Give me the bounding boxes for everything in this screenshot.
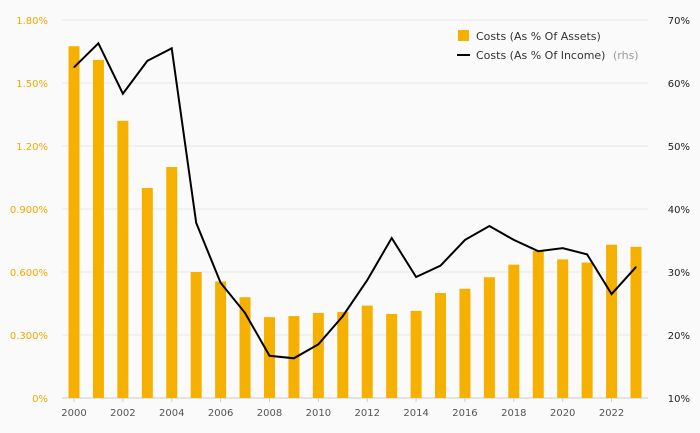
line-point [488,225,490,227]
left-tick-label: 1.80% [16,16,48,27]
left-axis-ticks: 0% 0.300% 0.600% 0.900% 1.20% 1.50% 1.80% [10,16,48,405]
line-point [415,276,417,278]
legend-label-line-suffix: (rhs) [613,49,639,62]
line-point [244,312,246,314]
left-tick-label: 0% [32,394,48,405]
line-series-costs-income [73,41,637,360]
line-point [220,282,222,284]
bar [361,305,373,398]
line-point [537,250,539,252]
line-point [195,222,197,224]
legend-label-line-name: Costs (As % Of Income) [476,49,605,62]
line-point [342,315,344,317]
line-point [562,247,564,249]
legend-label-line: Costs (As % Of Income) (rhs) [476,49,639,62]
line-point [464,239,466,241]
x-tick-label: 2012 [354,408,379,419]
left-tick-label: 0.300% [10,331,48,342]
legend-swatch-bar [458,30,469,41]
x-tick-label: 2020 [550,408,575,419]
bar [557,259,569,398]
right-tick-label: 10% [668,394,690,405]
bar [141,188,153,398]
bar [92,59,104,399]
x-tick-label: 2010 [306,408,331,419]
bar [190,272,202,398]
bars-series-costs-assets [68,46,642,399]
bar [117,120,129,399]
x-tick-label: 2000 [61,408,86,419]
line-point [97,42,100,44]
right-tick-label: 40% [668,205,690,216]
bar [606,244,618,398]
line-point [391,237,393,239]
line-point [146,60,148,62]
x-tick-label: 2018 [501,408,526,419]
bar [410,310,422,398]
right-tick-label: 70% [668,16,690,27]
x-axis-ticks: 2000 2002 2004 2006 2008 2010 2012 2014 2016 2018… [61,398,624,419]
bar [386,314,398,398]
x-tick-label: 2022 [599,408,624,419]
right-tick-label: 20% [668,331,690,342]
bar [508,264,520,398]
line-point [268,355,271,357]
line-point [293,357,295,359]
bar [312,312,324,398]
series-line [73,41,637,360]
line-point [610,293,613,295]
bar [288,316,300,398]
line-point [122,93,124,95]
x-tick-label: 2016 [452,408,477,419]
right-axis-ticks: 10% 20% 30% 40% 50% 60% 70% [668,16,690,405]
legend: Costs (As % Of Assets) Costs (As % Of In… [457,30,639,62]
x-tick-label: 2006 [208,408,233,419]
bar [483,277,495,398]
legend-label-bar: Costs (As % Of Assets) [476,30,601,43]
bar [263,317,275,398]
x-tick-label: 2008 [257,408,282,419]
bar [239,297,251,398]
bar [166,167,178,398]
bar [459,288,471,398]
bar [435,293,447,398]
line-point [317,343,319,346]
right-tick-label: 50% [668,142,690,153]
line-point [586,253,588,255]
bar [68,46,80,398]
x-tick-label: 2002 [110,408,135,419]
left-tick-label: 0.600% [10,268,48,279]
gridlines [62,19,648,399]
left-tick-label: 0.900% [10,205,48,216]
line-point [171,47,173,49]
bar [630,246,642,398]
right-tick-label: 60% [668,79,690,90]
bar [532,251,544,398]
line-point [513,239,515,241]
bar [215,281,227,398]
line-point [439,265,442,267]
left-tick-label: 1.20% [16,142,48,153]
bar [337,311,349,398]
line-point [366,279,368,281]
right-tick-label: 30% [668,268,690,279]
line-point [635,266,637,268]
line-point [73,66,75,68]
x-tick-label: 2004 [159,408,184,419]
bar [581,262,593,398]
x-tick-label: 2014 [403,408,428,419]
left-tick-label: 1.50% [16,79,48,90]
